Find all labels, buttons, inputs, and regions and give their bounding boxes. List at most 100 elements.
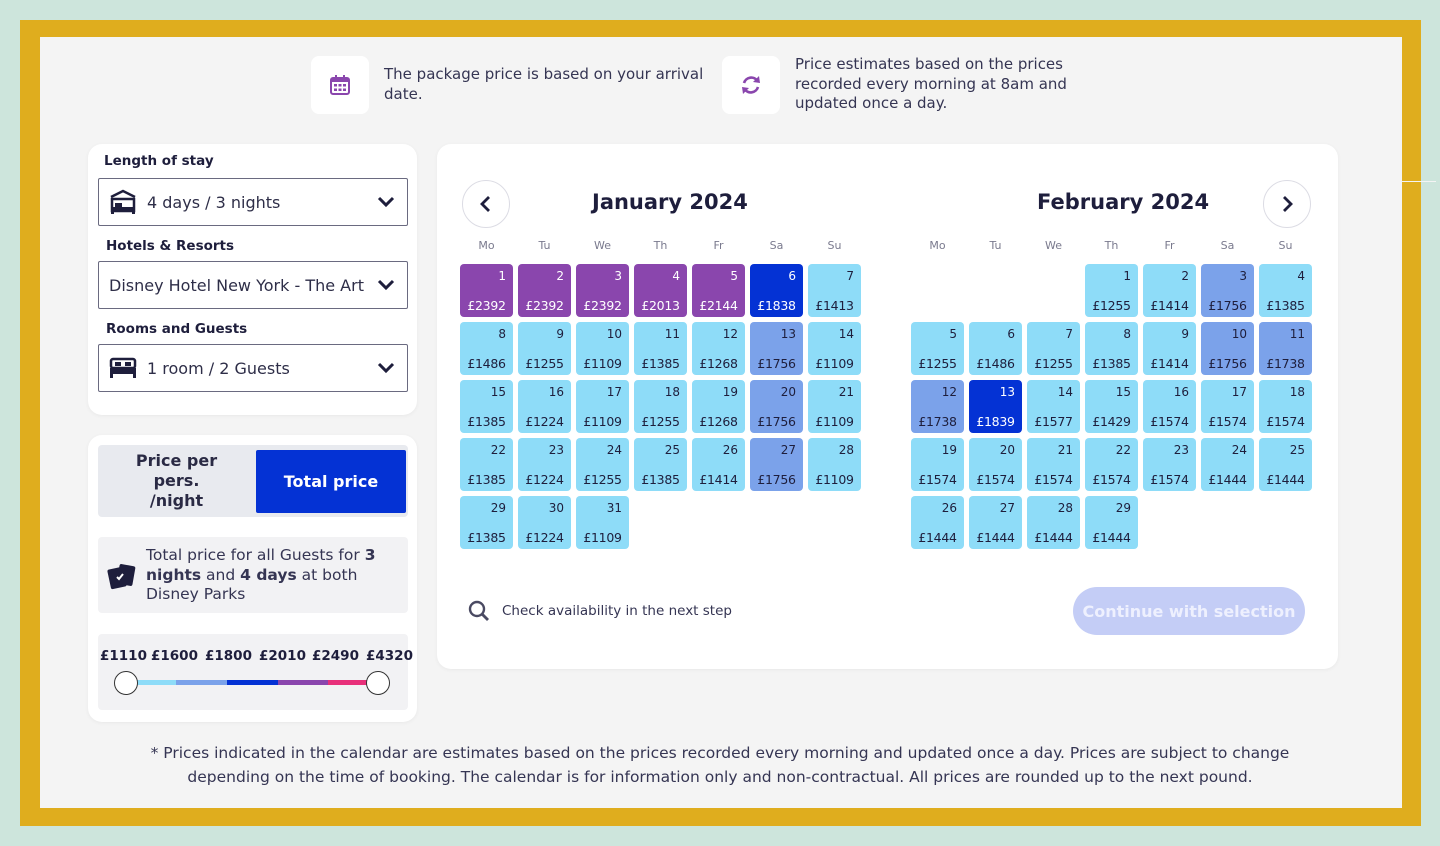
weekday-label: Sa — [1220, 239, 1235, 252]
arrival-info-text: The package price is based on your arriv… — [384, 65, 704, 103]
calendar-day[interactable]: 21 £1109 — [808, 380, 861, 433]
calendar-day[interactable]: 25 £1385 — [634, 438, 687, 491]
calendar-day[interactable]: 28 £1109 — [808, 438, 861, 491]
day-price: £1385 — [1266, 298, 1305, 313]
price-mode-toggle: Price per pers. /night Total price — [98, 445, 408, 517]
calendar-day[interactable]: 9 £1255 — [518, 322, 571, 375]
calendar-day[interactable]: 3 £2392 — [576, 264, 629, 317]
calendar-day[interactable]: 24 £1255 — [576, 438, 629, 491]
calendar-day[interactable]: 11 £1738 — [1259, 322, 1312, 375]
rooms-select[interactable]: 1 room / 2 Guests — [98, 344, 408, 392]
day-price: £1444 — [976, 530, 1015, 545]
calendar-day[interactable]: 14 £1577 — [1027, 380, 1080, 433]
calendar-day[interactable]: 28 £1444 — [1027, 496, 1080, 549]
calendar-day[interactable]: 4 £1385 — [1259, 264, 1312, 317]
calendar-day[interactable]: 30 £1224 — [518, 496, 571, 549]
hotels-select[interactable]: Disney Hotel New York - The Art of Marve… — [98, 261, 408, 309]
calendar-day[interactable]: 10 £1756 — [1201, 322, 1254, 375]
calendar-day[interactable]: 24 £1444 — [1201, 438, 1254, 491]
month-title-february: February 2024 — [1037, 190, 1210, 214]
slider-max-handle[interactable] — [366, 671, 390, 695]
day-number: 17 — [606, 385, 622, 399]
calendar-day[interactable]: 1 £2392 — [460, 264, 513, 317]
calendar-day[interactable]: 26 £1444 — [911, 496, 964, 549]
day-price: £2392 — [525, 298, 564, 313]
calendar-day[interactable]: 13 £1839 — [969, 380, 1022, 433]
calendar-day[interactable]: 18 £1255 — [634, 380, 687, 433]
day-number: 28 — [838, 443, 854, 457]
price-per-person-option[interactable]: Price per pers. /night — [135, 451, 218, 510]
calendar-day[interactable]: 27 £1444 — [969, 496, 1022, 549]
slider-min-handle[interactable] — [114, 671, 138, 695]
day-number: 29 — [1115, 501, 1131, 515]
calendar-day[interactable]: 15 £1429 — [1085, 380, 1138, 433]
calendar-day[interactable]: 23 £1224 — [518, 438, 571, 491]
calendar-day[interactable]: 16 £1224 — [518, 380, 571, 433]
prev-month-button[interactable] — [462, 180, 510, 228]
day-number: 4 — [1297, 269, 1305, 283]
calendar-day[interactable]: 10 £1109 — [576, 322, 629, 375]
calendar-day[interactable]: 22 £1574 — [1085, 438, 1138, 491]
calendar-day[interactable]: 29 £1385 — [460, 496, 513, 549]
note-text-and: and — [201, 565, 241, 584]
day-price: £1577 — [1034, 414, 1073, 429]
calendar-day[interactable]: 5 £1255 — [911, 322, 964, 375]
calendar-day[interactable]: 12 £1268 — [692, 322, 745, 375]
calendar-day[interactable]: 14 £1109 — [808, 322, 861, 375]
calendar-day[interactable]: 23 £1574 — [1143, 438, 1196, 491]
calendar-day[interactable]: 7 £1255 — [1027, 322, 1080, 375]
calendar-day[interactable]: 18 £1574 — [1259, 380, 1312, 433]
calendar-day[interactable]: 22 £1385 — [460, 438, 513, 491]
calendar-day[interactable]: 27 £1756 — [750, 438, 803, 491]
day-number: 17 — [1231, 385, 1247, 399]
day-price: £1574 — [918, 472, 957, 487]
calendar-day[interactable]: 16 £1574 — [1143, 380, 1196, 433]
slider-segment — [126, 680, 176, 685]
calendar-day[interactable]: 17 £1109 — [576, 380, 629, 433]
calendar-day[interactable]: 11 £1385 — [634, 322, 687, 375]
weekday-label: Tu — [989, 239, 1002, 252]
day-number: 14 — [1057, 385, 1073, 399]
calendar-day[interactable]: 26 £1414 — [692, 438, 745, 491]
calendar-day[interactable]: 6 £1838 — [750, 264, 803, 317]
calendar-day[interactable]: 9 £1414 — [1143, 322, 1196, 375]
calendar-day[interactable]: 21 £1574 — [1027, 438, 1080, 491]
note-nights: 3 nights — [146, 546, 376, 584]
calendar-day[interactable]: 8 £1486 — [460, 322, 513, 375]
calendar-day[interactable]: 6 £1486 — [969, 322, 1022, 375]
continue-button[interactable]: Continue with selection — [1073, 587, 1305, 635]
calendar-day[interactable]: 15 £1385 — [460, 380, 513, 433]
chevron-left-icon — [480, 196, 490, 212]
calendar-day[interactable]: 7 £1413 — [808, 264, 861, 317]
day-number: 27 — [999, 501, 1015, 515]
total-price-option[interactable]: Total price — [256, 450, 406, 513]
calendar-day[interactable]: 12 £1738 — [911, 380, 964, 433]
day-number: 9 — [556, 327, 564, 341]
calendar-day[interactable]: 13 £1756 — [750, 322, 803, 375]
slider-segment — [278, 680, 328, 685]
calendar-day[interactable]: 29 £1444 — [1085, 496, 1138, 549]
calendar-day[interactable]: 19 £1574 — [911, 438, 964, 491]
day-price: £1414 — [1150, 356, 1189, 371]
length-of-stay-select[interactable]: 4 days / 3 nights — [98, 178, 408, 226]
calendar-day[interactable]: 5 £2144 — [692, 264, 745, 317]
day-number: 10 — [606, 327, 622, 341]
calendar-day[interactable]: 20 £1756 — [750, 380, 803, 433]
next-month-button[interactable] — [1263, 180, 1311, 228]
calendar-day[interactable]: 25 £1444 — [1259, 438, 1312, 491]
calendar-day[interactable]: 1 £1255 — [1085, 264, 1138, 317]
calendar-day[interactable]: 2 £2392 — [518, 264, 571, 317]
day-number: 22 — [1115, 443, 1131, 457]
calendar-day[interactable]: 4 £2013 — [634, 264, 687, 317]
calendar-day[interactable]: 3 £1756 — [1201, 264, 1254, 317]
day-price: £1574 — [1150, 414, 1189, 429]
calendar-day[interactable]: 20 £1574 — [969, 438, 1022, 491]
day-number: 22 — [490, 443, 506, 457]
calendar-day[interactable]: 8 £1385 — [1085, 322, 1138, 375]
calendar-day[interactable]: 19 £1268 — [692, 380, 745, 433]
slider-segment — [176, 680, 227, 685]
calendar-day[interactable]: 17 £1574 — [1201, 380, 1254, 433]
day-price: £1385 — [467, 472, 506, 487]
calendar-day[interactable]: 31 £1109 — [576, 496, 629, 549]
calendar-day[interactable]: 2 £1414 — [1143, 264, 1196, 317]
